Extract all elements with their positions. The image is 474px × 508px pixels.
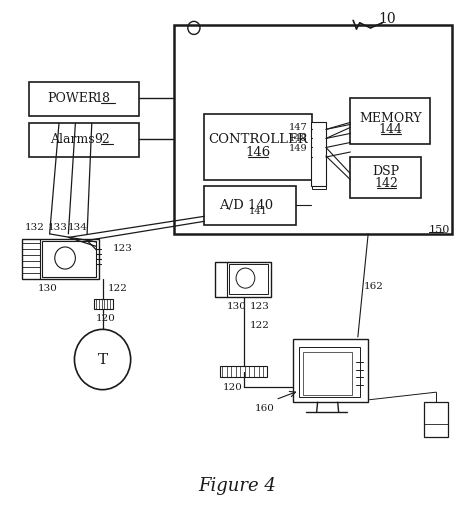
FancyBboxPatch shape [174, 25, 453, 234]
Text: 130: 130 [37, 284, 57, 293]
FancyBboxPatch shape [215, 262, 271, 297]
Text: 130: 130 [227, 302, 247, 311]
Text: MEMORY: MEMORY [359, 112, 422, 125]
FancyBboxPatch shape [204, 185, 296, 225]
Text: 146: 146 [246, 145, 271, 158]
FancyBboxPatch shape [293, 339, 368, 402]
FancyBboxPatch shape [21, 239, 99, 279]
Text: 149: 149 [289, 144, 307, 153]
Text: 134: 134 [68, 224, 88, 232]
Text: A/D 140: A/D 140 [219, 199, 273, 212]
FancyBboxPatch shape [424, 402, 448, 437]
FancyBboxPatch shape [302, 352, 352, 395]
Text: 147: 147 [289, 123, 307, 132]
FancyBboxPatch shape [350, 156, 420, 198]
FancyBboxPatch shape [228, 264, 268, 294]
Text: T: T [98, 353, 108, 366]
Text: 120: 120 [96, 314, 116, 323]
Text: 122: 122 [108, 283, 128, 293]
Text: 141: 141 [249, 207, 267, 216]
Text: 10: 10 [378, 12, 396, 26]
Text: 92: 92 [95, 133, 110, 146]
Text: 123: 123 [250, 302, 270, 311]
Text: 142: 142 [374, 177, 398, 189]
Text: 132: 132 [25, 224, 45, 232]
FancyBboxPatch shape [219, 366, 266, 377]
Text: 150: 150 [429, 225, 450, 235]
Text: 160: 160 [255, 404, 274, 413]
FancyBboxPatch shape [299, 347, 360, 397]
FancyBboxPatch shape [94, 299, 113, 309]
Text: 18: 18 [94, 92, 110, 105]
Text: 120: 120 [222, 383, 242, 392]
FancyBboxPatch shape [28, 82, 138, 116]
Text: DSP: DSP [373, 165, 400, 178]
Text: POWER: POWER [47, 92, 97, 105]
Text: Figure 4: Figure 4 [198, 477, 276, 495]
Text: 144: 144 [379, 123, 402, 136]
Text: 122: 122 [250, 321, 270, 330]
FancyBboxPatch shape [350, 98, 430, 144]
Text: 148: 148 [289, 134, 307, 143]
FancyBboxPatch shape [311, 122, 326, 186]
Text: 133: 133 [47, 224, 67, 232]
Text: 123: 123 [113, 244, 133, 253]
Text: Alarms: Alarms [50, 133, 94, 146]
Text: 162: 162 [364, 282, 383, 291]
FancyBboxPatch shape [28, 123, 138, 157]
FancyBboxPatch shape [204, 114, 312, 180]
FancyBboxPatch shape [312, 123, 326, 188]
Text: CONTROLLER: CONTROLLER [208, 133, 308, 146]
FancyBboxPatch shape [42, 241, 96, 277]
